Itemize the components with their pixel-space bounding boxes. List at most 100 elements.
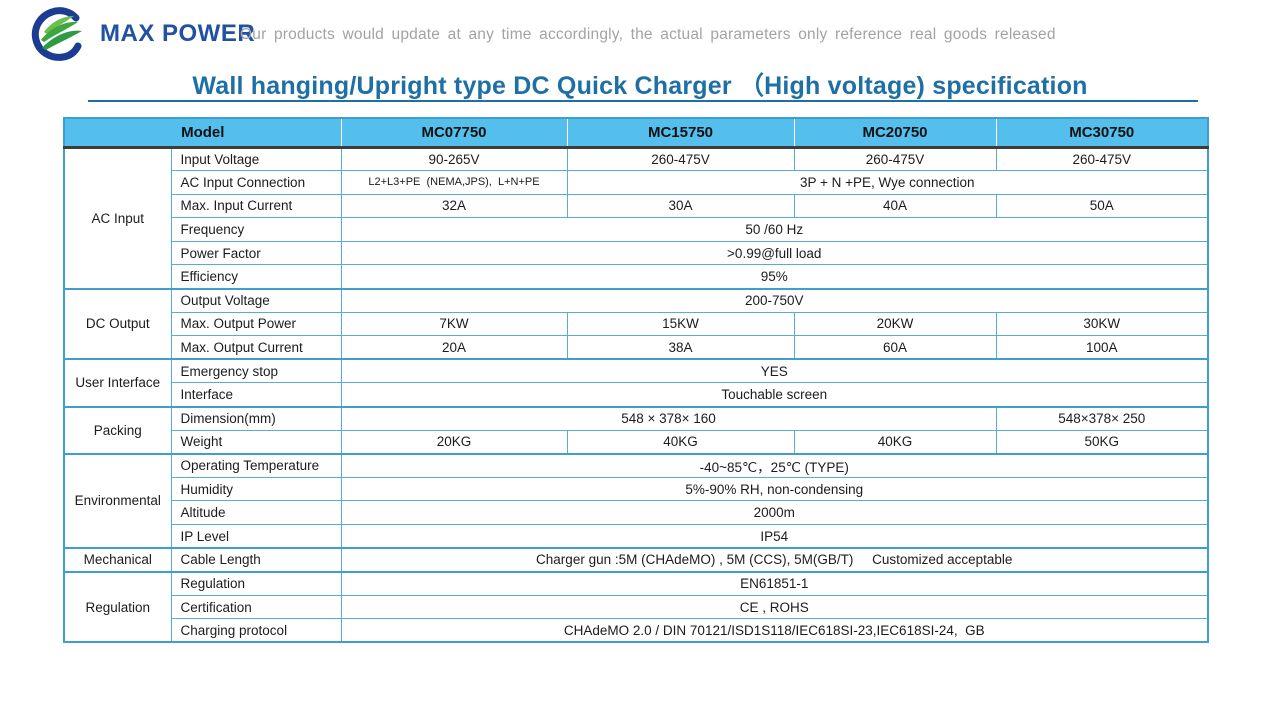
- row-label: Emergency stop: [170, 358, 342, 384]
- column-header-mc15750: MC15750: [566, 118, 794, 149]
- value-cell: 50A: [995, 193, 1209, 219]
- spec-table-head: Model MC07750 MC15750 MC20750 MC30750: [64, 118, 1208, 149]
- value-cell: 2000m: [340, 500, 1209, 525]
- row-label: Frequency: [170, 217, 342, 242]
- row-label: Charging protocol: [170, 618, 342, 643]
- table-row: IP Level IP54: [64, 524, 1209, 549]
- table-row: Max. Output Current 20A 38A 60A 100A: [64, 335, 1209, 360]
- table-row: DC Output Output Voltage 200-750V: [63, 287, 1209, 360]
- table-row: Charging protocol CHAdeMO 2.0 / DIN 70121…: [64, 618, 1209, 643]
- row-label: Dimension(mm): [170, 405, 342, 431]
- value-cell: 20KW: [793, 311, 997, 337]
- value-cell: 50KG: [995, 429, 1209, 455]
- value-cell: IP54: [340, 524, 1209, 549]
- value-cell: 20A: [340, 335, 568, 360]
- row-label: Input Voltage: [170, 146, 342, 172]
- table-row: Packing Dimension(mm) 548 × 378× 160 548×37…: [63, 405, 1209, 455]
- group-cell-dc-output: DC Output: [63, 287, 172, 360]
- title-underline: [88, 100, 1198, 102]
- page-title: Wall hanging/Upright type DC Quick Charg…: [192, 72, 1088, 100]
- table-row: Mechanical Cable Length Charger gun :5M (C…: [63, 547, 1209, 573]
- row-label: Altitude: [170, 500, 342, 525]
- value-cell: 260-475V: [995, 146, 1209, 172]
- column-header-mc07750: MC07750: [340, 118, 567, 149]
- table-row: Altitude 2000m: [64, 500, 1209, 525]
- value-cell: 548×378× 250: [995, 405, 1209, 431]
- value-cell: 30A: [566, 193, 795, 219]
- row-label: IP Level: [170, 524, 342, 549]
- value-cell: 7KW: [340, 311, 568, 337]
- row-label: Max. Input Current: [170, 193, 342, 219]
- value-cell: Touchable screen: [340, 382, 1209, 408]
- row-label: Interface: [170, 382, 342, 408]
- row-label: Max. Output Power: [170, 311, 342, 337]
- value-cell: 60A: [793, 335, 997, 360]
- table-row: Max. Output Power 7KW 15KW 20KW 30KW: [64, 311, 1209, 337]
- value-cell: 38A: [566, 335, 795, 360]
- table-row: Weight 20KG 40KG 40KG 50KG: [64, 429, 1209, 455]
- value-cell: CE , ROHS: [340, 594, 1209, 620]
- group-cell-user-interface: User Interface: [63, 358, 172, 408]
- value-cell: Charger gun :5M (CHAdeMO) , 5M (CCS), 5M…: [340, 547, 1209, 573]
- spec-table-body: AC Input Input Voltage 90-265V 260-475V 260-…: [63, 146, 1209, 643]
- value-cell: -40~85℃，25℃ (TYPE): [340, 452, 1209, 478]
- table-row: Power Factor >0.99@full load: [64, 240, 1209, 266]
- group-cell-regulation: Regulation: [63, 570, 172, 643]
- group-cell-packing: Packing: [63, 405, 172, 455]
- value-cell: 100A: [995, 335, 1209, 360]
- table-row: AC Input Connection L2+L3+PE (NEMA,JPS), …: [64, 170, 1209, 195]
- value-cell: 95%: [340, 264, 1209, 290]
- value-cell: EN61851-1: [340, 570, 1209, 596]
- table-row: Certification CE , ROHS: [64, 594, 1209, 620]
- value-cell: 200-750V: [340, 287, 1209, 313]
- value-cell: 260-475V: [793, 146, 997, 172]
- header-row: Model MC07750 MC15750 MC20750 MC30750: [64, 118, 1208, 149]
- value-cell: 50 /60 Hz: [340, 217, 1209, 242]
- table-row: AC Input Input Voltage 90-265V 260-475V 260-…: [63, 146, 1209, 290]
- table-row: User Interface Emergency stop YES: [63, 358, 1209, 408]
- table-row: Humidity 5%-90% RH, non-condensing: [64, 476, 1209, 502]
- table-row: Efficiency 95%: [64, 264, 1209, 290]
- value-cell: 20KG: [340, 429, 568, 455]
- page-header: MAX POWER: [28, 6, 255, 62]
- row-label: Efficiency: [170, 264, 342, 290]
- header-disclaimer: Our products would update at any time ac…: [240, 26, 1056, 43]
- table-row: Regulation Regulation EN61851-1: [63, 570, 1209, 643]
- table-row: Interface Touchable screen: [64, 382, 1209, 408]
- value-cell: 40A: [793, 193, 997, 219]
- row-label: Max. Output Current: [170, 335, 342, 360]
- value-cell: 40KG: [566, 429, 795, 455]
- group-cell-ac-input: AC Input: [63, 146, 172, 290]
- value-cell: 548 × 378× 160: [340, 405, 997, 431]
- row-label: Cable Length: [170, 547, 342, 573]
- row-label: Output Voltage: [170, 287, 342, 313]
- row-label: Weight: [170, 429, 342, 455]
- column-header-mc20750: MC20750: [793, 118, 996, 149]
- value-cell: YES: [340, 358, 1209, 384]
- row-label: Power Factor: [170, 240, 342, 266]
- row-label: Certification: [170, 594, 342, 620]
- table-row: Max. Input Current 32A 30A 40A 50A: [64, 193, 1209, 219]
- group-cell-mechanical: Mechanical: [63, 547, 172, 573]
- value-cell: >0.99@full load: [340, 240, 1209, 266]
- column-header-model: Model: [64, 118, 341, 149]
- value-cell: 3P + N +PE, Wye connection: [566, 170, 1209, 195]
- value-cell: 90-265V: [340, 146, 568, 172]
- value-cell: 15KW: [566, 311, 795, 337]
- brand-name: MAX POWER: [100, 20, 256, 47]
- column-header-mc30750: MC30750: [995, 118, 1208, 149]
- row-label: AC Input Connection: [170, 170, 342, 195]
- spec-table: Model MC07750 MC15750 MC20750 MC30750 AC Inp…: [63, 117, 1209, 644]
- row-label: Regulation: [170, 570, 342, 596]
- table-row: Frequency 50 /60 Hz: [64, 217, 1209, 242]
- value-cell: L2+L3+PE (NEMA,JPS), L+N+PE: [340, 170, 568, 195]
- value-cell: CHAdeMO 2.0 / DIN 70121/ISD1S118/IEC618S…: [340, 618, 1209, 643]
- table-row: Environmental Operating Temperature -40~85…: [63, 452, 1209, 549]
- value-cell: 32A: [340, 193, 568, 219]
- row-label: Humidity: [170, 476, 342, 502]
- row-label: Operating Temperature: [170, 452, 342, 478]
- brand-logo-icon: [31, 7, 82, 61]
- group-cell-environmental: Environmental: [63, 452, 172, 549]
- value-cell: 30KW: [995, 311, 1209, 337]
- value-cell: 5%-90% RH, non-condensing: [340, 476, 1209, 502]
